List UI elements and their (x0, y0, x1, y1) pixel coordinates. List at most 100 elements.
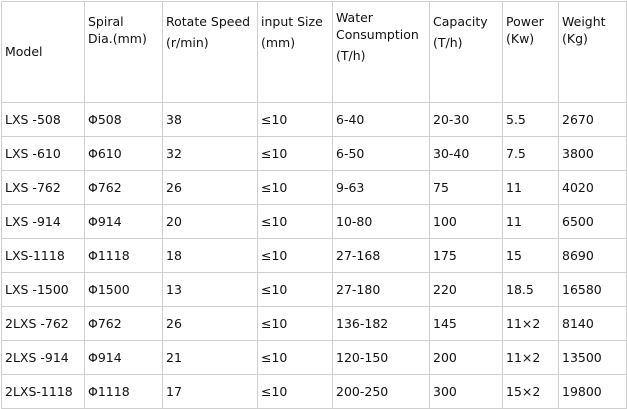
header-spiral-line2: Dia.(mm) (88, 30, 147, 46)
table-row: 2LXS-1118 Φ1118 17 ≤10 200-250 300 15×2 … (1, 374, 627, 409)
header-water-consumption: Water Consumption (T/h) (332, 1, 430, 103)
header-input-line1: input Size (261, 14, 323, 29)
cell-spiral-dia: Φ1118 (84, 238, 163, 273)
header-water-line1: Water (336, 10, 373, 25)
header-model: Model (1, 1, 85, 103)
cell-weight: 8690 (558, 238, 627, 273)
cell-capacity: 200 (429, 340, 503, 375)
header-power-line1: Power (506, 14, 544, 29)
cell-capacity: 145 (429, 306, 503, 341)
cell-capacity: 100 (429, 204, 503, 239)
table-row: LXS -508 Φ508 38 ≤10 6-40 20-30 5.5 2670 (1, 102, 627, 137)
cell-model: 2LXS-1118 (1, 374, 85, 409)
cell-capacity: 300 (429, 374, 503, 409)
header-spiral-dia: Spiral Dia.(mm) (84, 1, 163, 103)
cell-spiral-dia: Φ914 (84, 204, 163, 239)
cell-rotate-speed: 13 (162, 272, 258, 307)
cell-rotate-speed: 32 (162, 136, 258, 171)
cell-capacity: 175 (429, 238, 503, 273)
cell-water-consumption: 27-180 (332, 272, 430, 307)
cell-spiral-dia: Φ508 (84, 102, 163, 137)
header-water-line3: (T/h) (336, 47, 366, 63)
cell-power: 11 (502, 204, 559, 239)
cell-rotate-speed: 17 (162, 374, 258, 409)
cell-power: 15 (502, 238, 559, 273)
header-model-label: Model (5, 43, 43, 59)
cell-capacity: 75 (429, 170, 503, 205)
cell-input-size: ≤10 (257, 170, 333, 205)
cell-input-size: ≤10 (257, 102, 333, 137)
cell-input-size: ≤10 (257, 136, 333, 171)
cell-model: LXS -1500 (1, 272, 85, 307)
cell-power: 5.5 (502, 102, 559, 137)
cell-model: 2LXS -914 (1, 340, 85, 375)
cell-model: LXS -508 (1, 102, 85, 137)
header-weight: Weight (Kg) (558, 1, 627, 103)
cell-capacity: 220 (429, 272, 503, 307)
table-row: LXS -762 Φ762 26 ≤10 9-63 75 11 4020 (1, 170, 627, 205)
table-row: LXS -914 Φ914 20 ≤10 10-80 100 11 6500 (1, 204, 627, 239)
cell-input-size: ≤10 (257, 272, 333, 307)
cell-water-consumption: 136-182 (332, 306, 430, 341)
cell-capacity: 30-40 (429, 136, 503, 171)
header-row: Model Spiral Dia.(mm) Rotate Speed (r/mi… (1, 1, 627, 103)
table-row: LXS -610 Φ610 32 ≤10 6-50 30-40 7.5 3800 (1, 136, 627, 171)
cell-input-size: ≤10 (257, 306, 333, 341)
cell-model: LXS-1118 (1, 238, 85, 273)
cell-water-consumption: 27-168 (332, 238, 430, 273)
table-row: 2LXS -762 Φ762 26 ≤10 136-182 145 11×2 8… (1, 306, 627, 341)
header-spiral-line1: Spiral (88, 14, 124, 29)
cell-weight: 3800 (558, 136, 627, 171)
cell-spiral-dia: Φ762 (84, 306, 163, 341)
cell-power: 15×2 (502, 374, 559, 409)
cell-water-consumption: 120-150 (332, 340, 430, 375)
cell-water-consumption: 6-50 (332, 136, 430, 171)
cell-spiral-dia: Φ610 (84, 136, 163, 171)
header-input-size: input Size (mm) (257, 1, 333, 103)
cell-power: 18.5 (502, 272, 559, 307)
header-rotate-line1: Rotate Speed (166, 14, 251, 29)
cell-input-size: ≤10 (257, 204, 333, 239)
cell-model: LXS -610 (1, 136, 85, 171)
cell-water-consumption: 9-63 (332, 170, 430, 205)
cell-model: LXS -914 (1, 204, 85, 239)
table-row: 2LXS -914 Φ914 21 ≤10 120-150 200 11×2 1… (1, 340, 627, 375)
cell-power: 11×2 (502, 306, 559, 341)
cell-power: 11 (502, 170, 559, 205)
cell-spiral-dia: Φ1118 (84, 374, 163, 409)
table-row: LXS-1118 Φ1118 18 ≤10 27-168 175 15 8690 (1, 238, 627, 273)
header-power-line2: (Kw) (506, 30, 535, 46)
cell-input-size: ≤10 (257, 238, 333, 273)
cell-weight: 13500 (558, 340, 627, 375)
cell-model: 2LXS -762 (1, 306, 85, 341)
cell-spiral-dia: Φ1500 (84, 272, 163, 307)
cell-spiral-dia: Φ762 (84, 170, 163, 205)
cell-power: 11×2 (502, 340, 559, 375)
cell-model: LXS -762 (1, 170, 85, 205)
cell-weight: 2670 (558, 102, 627, 137)
header-weight-line2: (Kg) (562, 30, 588, 46)
cell-rotate-speed: 26 (162, 170, 258, 205)
cell-weight: 8140 (558, 306, 627, 341)
cell-input-size: ≤10 (257, 374, 333, 409)
cell-capacity: 20-30 (429, 102, 503, 137)
table-row: LXS -1500 Φ1500 13 ≤10 27-180 220 18.5 1… (1, 272, 627, 307)
header-weight-line1: Weight (562, 14, 606, 29)
cell-weight: 4020 (558, 170, 627, 205)
cell-water-consumption: 10-80 (332, 204, 430, 239)
cell-water-consumption: 6-40 (332, 102, 430, 137)
header-capacity-line2: (T/h) (433, 34, 463, 50)
cell-spiral-dia: Φ914 (84, 340, 163, 375)
cell-rotate-speed: 21 (162, 340, 258, 375)
header-water-line2: Consumption (336, 26, 419, 42)
cell-weight: 16580 (558, 272, 627, 307)
cell-input-size: ≤10 (257, 340, 333, 375)
header-capacity-line1: Capacity (433, 14, 488, 29)
cell-rotate-speed: 26 (162, 306, 258, 341)
cell-power: 7.5 (502, 136, 559, 171)
cell-weight: 19800 (558, 374, 627, 409)
header-rotate-speed: Rotate Speed (r/min) (162, 1, 258, 103)
header-capacity: Capacity (T/h) (429, 1, 503, 103)
header-input-line2: (mm) (261, 34, 296, 50)
cell-rotate-speed: 20 (162, 204, 258, 239)
